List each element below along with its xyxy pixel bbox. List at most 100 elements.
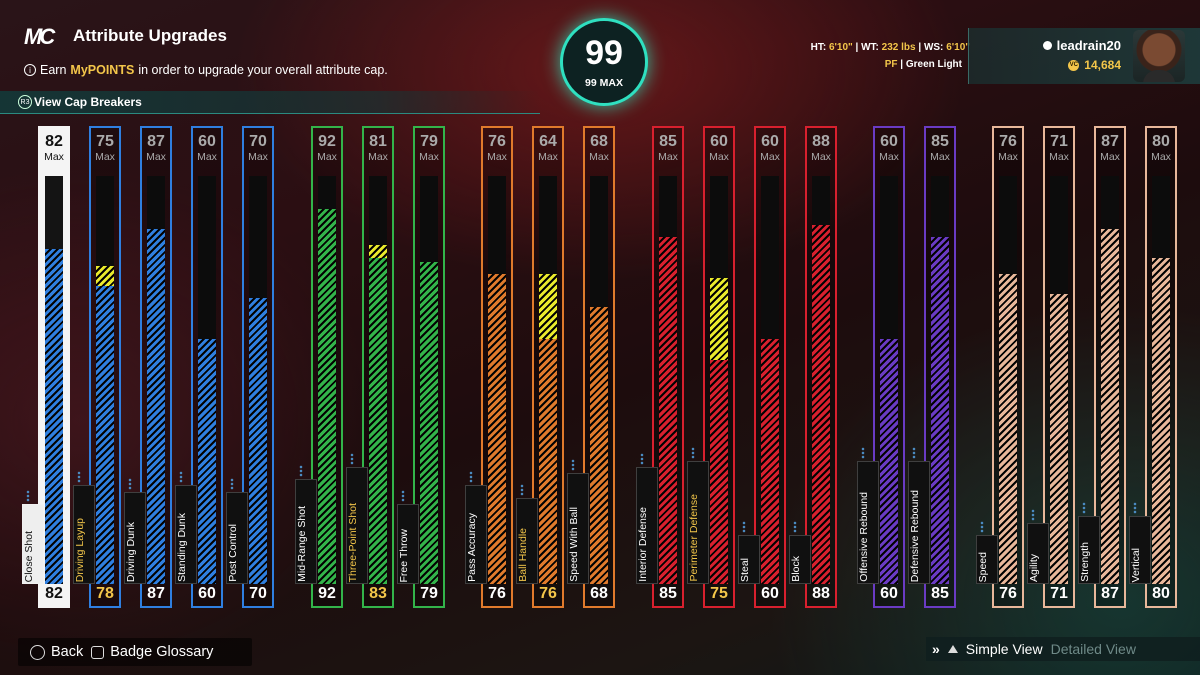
attribute-current-value: 70 bbox=[249, 585, 267, 602]
r3-button-icon: R3 bbox=[18, 95, 32, 109]
attribute-max-label: Max bbox=[146, 151, 166, 163]
attribute-card-pass-accuracy[interactable]: 76 Max Pass Accuracy 76 bbox=[465, 126, 513, 608]
attribute-card-steal[interactable]: 60 Max Steal 60 bbox=[738, 126, 786, 608]
attribute-current-value: 92 bbox=[318, 585, 336, 602]
attribute-bar-fill bbox=[812, 224, 830, 584]
circle-button-icon bbox=[30, 644, 45, 660]
attribute-name-tab bbox=[976, 535, 998, 584]
attribute-card-speed-with-ball[interactable]: 68 Max Speed With Ball 68 bbox=[567, 126, 615, 608]
attribute-bar-fill bbox=[249, 298, 267, 584]
attribute-bar-fill bbox=[318, 208, 336, 584]
attribute-max-value: 79 bbox=[420, 133, 438, 150]
attribute-current-value: 83 bbox=[369, 585, 387, 602]
triangle-button-icon bbox=[947, 645, 958, 653]
attribute-card-driving-dunk[interactable]: 87 Max Driving Dunk 87 bbox=[124, 126, 172, 608]
attribute-max-label: Max bbox=[1049, 151, 1069, 163]
attribute-name-tab bbox=[346, 466, 368, 584]
attribute-max-label: Max bbox=[1151, 151, 1171, 163]
attribute-card-mid-range-shot[interactable]: 92 Max Mid-Range Shot 92 bbox=[295, 126, 343, 608]
attribute-current-value: 76 bbox=[488, 585, 506, 602]
attribute-name: Close Shot bbox=[23, 530, 35, 582]
attribute-name: Offensive Rebound bbox=[858, 492, 870, 582]
attribute-current-value: 80 bbox=[1152, 585, 1170, 602]
detailed-view-tab[interactable]: Detailed View bbox=[1050, 641, 1136, 657]
attribute-current-value: 85 bbox=[659, 585, 677, 602]
square-button-icon bbox=[91, 645, 105, 659]
more-dots-icon bbox=[230, 477, 234, 490]
attribute-max-value: 81 bbox=[369, 133, 387, 150]
attribute-card-agility[interactable]: 71 Max Agility 71 bbox=[1027, 126, 1075, 608]
attribute-bar-fill bbox=[1152, 257, 1170, 584]
attribute-card-strength[interactable]: 87 Max Strength 87 bbox=[1078, 126, 1126, 608]
attribute-card-three-point-shot[interactable]: 81 Max Three-Point Shot 83 bbox=[346, 126, 394, 608]
attribute-bar bbox=[1152, 176, 1170, 584]
view-cap-breakers-button[interactable]: R3 View Cap Breakers bbox=[0, 91, 540, 114]
attribute-card-interior-defense[interactable]: 85 Max Interior Defense 85 bbox=[636, 126, 684, 608]
attribute-card-ball-handle[interactable]: 64 Max Ball Handle 76 bbox=[516, 126, 564, 608]
attribute-max-label: Max bbox=[368, 151, 388, 163]
badge-glossary-label: Badge Glossary bbox=[110, 644, 214, 660]
attribute-card-standing-dunk[interactable]: 60 Max Standing Dunk 60 bbox=[175, 126, 223, 608]
more-dots-icon bbox=[469, 471, 473, 484]
attribute-card-vertical[interactable]: 80 Max Vertical 80 bbox=[1129, 126, 1177, 608]
attribute-max-value: 87 bbox=[147, 133, 165, 150]
more-dots-icon bbox=[1031, 508, 1035, 521]
attribute-bar bbox=[590, 176, 608, 584]
attribute-name: Mid-Range Shot bbox=[296, 506, 308, 582]
attribute-bar bbox=[45, 176, 63, 584]
attribute-bar bbox=[539, 176, 557, 584]
attribute-max-label: Max bbox=[1100, 151, 1120, 163]
attribute-bar-fill bbox=[710, 359, 728, 584]
attribute-card-block[interactable]: 88 Max Block 88 bbox=[789, 126, 837, 608]
attribute-card-free-throw[interactable]: 79 Max Free Throw 79 bbox=[397, 126, 445, 608]
attribute-bar bbox=[710, 176, 728, 584]
attribute-max-label: Max bbox=[658, 151, 678, 163]
weight-value: 232 lbs bbox=[881, 42, 916, 53]
attribute-bar bbox=[812, 176, 830, 584]
attribute-bar bbox=[659, 176, 677, 584]
more-dots-icon bbox=[980, 521, 984, 533]
attribute-bar-fill bbox=[420, 261, 438, 584]
back-button[interactable]: Back bbox=[30, 644, 83, 660]
attribute-max-label: Max bbox=[879, 151, 899, 163]
attribute-current-value: 88 bbox=[812, 585, 830, 602]
attribute-card-perimeter-defense[interactable]: 60 Max Perimeter Defense 75 bbox=[687, 126, 735, 608]
attribute-max-label: Max bbox=[95, 151, 115, 163]
view-cap-breakers-label: View Cap Breakers bbox=[34, 95, 142, 109]
chevron-right-icon: » bbox=[932, 641, 940, 657]
attribute-name: Strength bbox=[1079, 542, 1091, 582]
attribute-card-offensive-rebound[interactable]: 60 Max Offensive Rebound 60 bbox=[857, 126, 905, 608]
attribute-name: Agility bbox=[1028, 553, 1040, 582]
attribute-max-label: Max bbox=[419, 151, 439, 163]
attribute-card-defensive-rebound[interactable]: 85 Max Defensive Rebound 85 bbox=[908, 126, 956, 608]
attribute-max-label: Max bbox=[589, 151, 609, 163]
attribute-max-label: Max bbox=[760, 151, 780, 163]
attribute-bar bbox=[198, 176, 216, 584]
attribute-max-label: Max bbox=[709, 151, 729, 163]
shot-type: Green Light bbox=[905, 59, 962, 70]
attribute-name-tab bbox=[175, 485, 197, 584]
attribute-bar-fill bbox=[761, 339, 779, 584]
earn-suffix: in order to upgrade your overall attribu… bbox=[138, 63, 388, 77]
attribute-max-value: 60 bbox=[880, 133, 898, 150]
attribute-card-post-control[interactable]: 70 Max Post Control 70 bbox=[226, 126, 274, 608]
attribute-name: Vertical bbox=[1130, 547, 1142, 582]
attribute-card-speed[interactable]: 76 Max Speed 76 bbox=[976, 126, 1024, 608]
attribute-bar-fill bbox=[45, 249, 63, 584]
attribute-max-value: 76 bbox=[999, 133, 1017, 150]
attribute-card-close-shot[interactable]: 82 Max Close Shot 82 bbox=[22, 126, 70, 608]
attribute-name-tab bbox=[738, 535, 760, 584]
attribute-bar bbox=[420, 176, 438, 584]
attribute-card-driving-layup[interactable]: 75 Max Driving Layup 78 bbox=[73, 126, 121, 608]
attribute-max-value: 71 bbox=[1050, 133, 1068, 150]
badge-glossary-button[interactable]: Badge Glossary bbox=[91, 644, 213, 660]
simple-view-tab[interactable]: Simple View bbox=[965, 641, 1043, 657]
attribute-name: Driving Dunk bbox=[125, 521, 137, 582]
mycareer-logo: MC bbox=[24, 24, 55, 49]
height-value: 6'10" bbox=[828, 42, 853, 53]
attribute-current-value: 75 bbox=[710, 585, 728, 602]
attribute-bar bbox=[761, 176, 779, 584]
more-dots-icon bbox=[571, 459, 575, 471]
attribute-name-tab bbox=[1129, 516, 1151, 584]
more-dots-icon bbox=[77, 471, 81, 484]
